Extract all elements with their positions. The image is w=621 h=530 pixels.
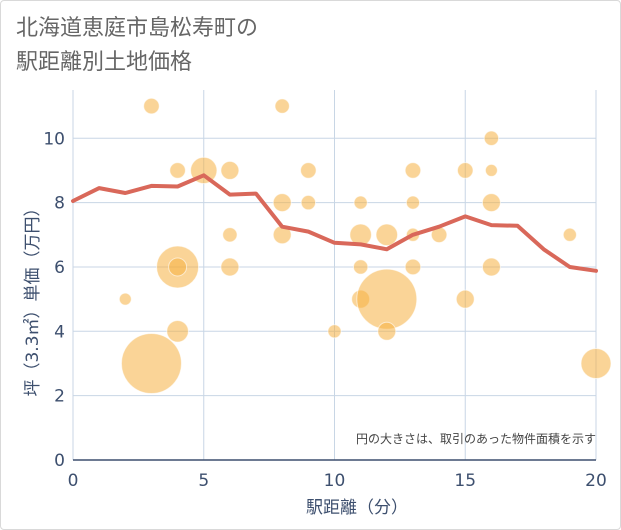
bubble-point [220, 257, 240, 277]
y-tick-label: 8 [54, 194, 65, 214]
bubble-point [356, 268, 418, 330]
bubble-point [562, 227, 577, 242]
title-line-2: 駅距離別土地価格 [16, 50, 193, 75]
bubble-point [143, 97, 160, 115]
bubble-size-note: 円の大きさは、取引のあった物件面積を示す [356, 431, 596, 446]
bubble-point [481, 257, 501, 277]
bubble-point [300, 194, 317, 211]
bubble-point [580, 347, 612, 379]
y-tick-label: 6 [54, 258, 65, 278]
x-tick-label: 15 [454, 471, 476, 491]
x-tick-label: 5 [198, 471, 209, 491]
bubble-point [404, 162, 422, 179]
bubble-point [456, 162, 474, 179]
bubble-point [377, 321, 397, 341]
chart-title: 北海道恵庭市島松寿町の 駅距離別土地価格 [16, 12, 258, 80]
bubble-point [220, 160, 240, 180]
bubble-point [405, 195, 421, 210]
y-tick-label: 0 [54, 451, 65, 471]
bubble-point [272, 193, 292, 213]
bubble-point [404, 258, 422, 276]
bubble-point [166, 320, 189, 343]
bubble-point [300, 162, 317, 179]
bubble-point [455, 289, 475, 309]
bubble-point [375, 223, 399, 247]
bubble-point [168, 257, 188, 277]
axis-ticks: 0 2 4 6 8 10 0 5 10 15 20 [43, 129, 606, 491]
bubble-point [484, 163, 498, 177]
bubble-point [274, 98, 290, 114]
x-tick-label: 10 [324, 471, 346, 491]
x-tick-label: 0 [68, 471, 79, 491]
bubble-point [483, 130, 500, 146]
trend-line-series [71, 173, 598, 273]
title-line-1: 北海道恵庭市島松寿町の [16, 16, 259, 41]
bubble-point [353, 195, 368, 210]
x-axis-title: 駅距離（分） [306, 498, 408, 518]
bubble-point [118, 292, 132, 306]
bubble-point [481, 193, 501, 213]
bubble-point [222, 227, 238, 243]
y-tick-label: 4 [54, 322, 65, 342]
bubble-series [118, 97, 612, 394]
bubble-point [169, 162, 186, 179]
trend-line [71, 173, 598, 273]
bubble-point [120, 332, 182, 394]
x-tick-label: 20 [585, 471, 607, 491]
bubble-point [327, 324, 342, 339]
y-axis-title: 坪（3.3㎡）単価（万円） [23, 199, 43, 396]
bubble-point [352, 259, 369, 275]
y-tick-label: 10 [43, 129, 65, 149]
gridlines [72, 90, 597, 461]
y-tick-label: 2 [54, 387, 65, 407]
